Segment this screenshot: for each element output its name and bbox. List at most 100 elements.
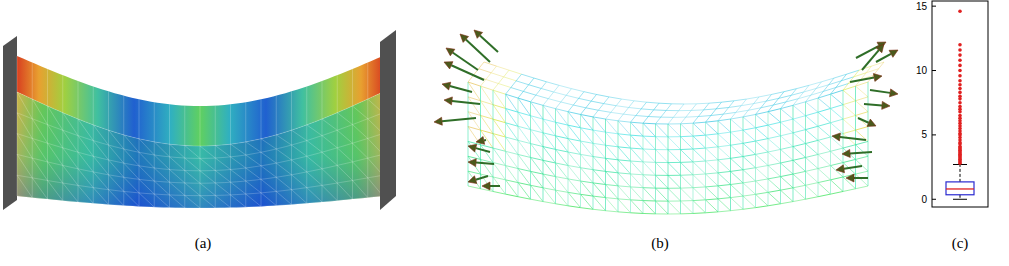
mesh-line <box>200 158 215 170</box>
wire <box>705 122 706 213</box>
wire <box>493 163 506 180</box>
mesh-line <box>154 142 155 207</box>
wire <box>606 132 619 134</box>
wire <box>481 159 494 177</box>
wire <box>606 119 619 121</box>
wire <box>768 149 781 152</box>
wire <box>656 104 672 124</box>
arrow-shaft <box>858 118 869 123</box>
wire <box>468 141 481 159</box>
arrow-head <box>446 48 455 56</box>
wire <box>793 144 806 147</box>
wire <box>718 173 731 185</box>
wire <box>573 105 586 108</box>
arrow-head <box>468 159 476 167</box>
wire <box>559 85 572 88</box>
wire <box>618 173 631 187</box>
wall <box>3 36 17 210</box>
wire <box>856 101 869 112</box>
mesh-line <box>169 104 170 144</box>
wire <box>706 174 719 186</box>
wire <box>518 154 531 171</box>
wire <box>806 98 819 102</box>
wire <box>618 147 631 161</box>
mesh-line <box>139 99 140 138</box>
wire <box>622 99 635 101</box>
wire <box>566 95 579 98</box>
outlier <box>958 53 962 57</box>
wire <box>618 134 631 148</box>
wire <box>829 81 842 85</box>
mesh-line <box>307 188 322 202</box>
wire <box>618 211 631 213</box>
wire <box>768 177 781 179</box>
wire <box>581 181 594 183</box>
wire <box>672 103 685 104</box>
wire <box>656 123 669 124</box>
wire <box>743 194 756 196</box>
wire <box>743 117 744 209</box>
mesh-line <box>139 193 154 207</box>
outlier <box>958 83 962 87</box>
wire <box>806 197 819 199</box>
wire <box>681 123 694 125</box>
wire <box>718 185 731 186</box>
mesh-line <box>353 162 368 178</box>
arrow-head <box>882 101 890 109</box>
wire <box>631 135 644 149</box>
mesh-line <box>32 63 33 100</box>
mesh-line <box>78 136 93 157</box>
wire <box>556 122 569 138</box>
mesh-line <box>17 56 18 92</box>
mesh-line <box>63 148 78 169</box>
wire <box>618 186 631 187</box>
wire <box>636 116 649 117</box>
wire <box>718 147 731 158</box>
mesh-line <box>139 139 154 155</box>
arrow-head <box>889 50 898 57</box>
y-tick-label: 5 <box>921 129 927 140</box>
mesh-line <box>246 155 261 166</box>
mesh-line <box>322 169 337 183</box>
outlier <box>958 48 962 52</box>
wire <box>793 188 806 199</box>
mesh-line <box>306 125 307 203</box>
wire <box>831 177 844 180</box>
arrow-head <box>476 137 485 145</box>
wire <box>731 183 744 185</box>
wire <box>518 169 531 186</box>
wire <box>468 186 481 189</box>
wire <box>856 145 869 157</box>
wire <box>798 95 811 99</box>
wire <box>781 133 794 136</box>
wire <box>781 147 794 150</box>
arrow-head <box>482 182 490 190</box>
wire <box>706 148 719 160</box>
wire <box>561 102 574 105</box>
wire <box>797 85 810 88</box>
wire <box>681 174 694 175</box>
wire <box>731 117 744 119</box>
mesh-line <box>109 160 124 177</box>
wire <box>731 209 744 210</box>
wire <box>818 180 831 183</box>
wire <box>506 108 519 126</box>
wire <box>756 165 769 167</box>
wire <box>806 171 819 182</box>
wire <box>593 143 606 145</box>
wire <box>809 82 822 86</box>
arrow-shaft <box>476 148 490 152</box>
wire <box>693 123 706 135</box>
arrow-head <box>444 62 453 69</box>
mesh-line <box>353 143 368 158</box>
wire <box>647 102 660 103</box>
wire <box>668 162 681 163</box>
mesh-line <box>276 96 277 135</box>
wire <box>731 157 744 159</box>
wire <box>534 78 547 82</box>
wire <box>755 114 756 207</box>
mesh-line <box>230 104 231 144</box>
wire <box>593 157 606 159</box>
outlier <box>958 74 962 78</box>
wire <box>618 121 619 212</box>
